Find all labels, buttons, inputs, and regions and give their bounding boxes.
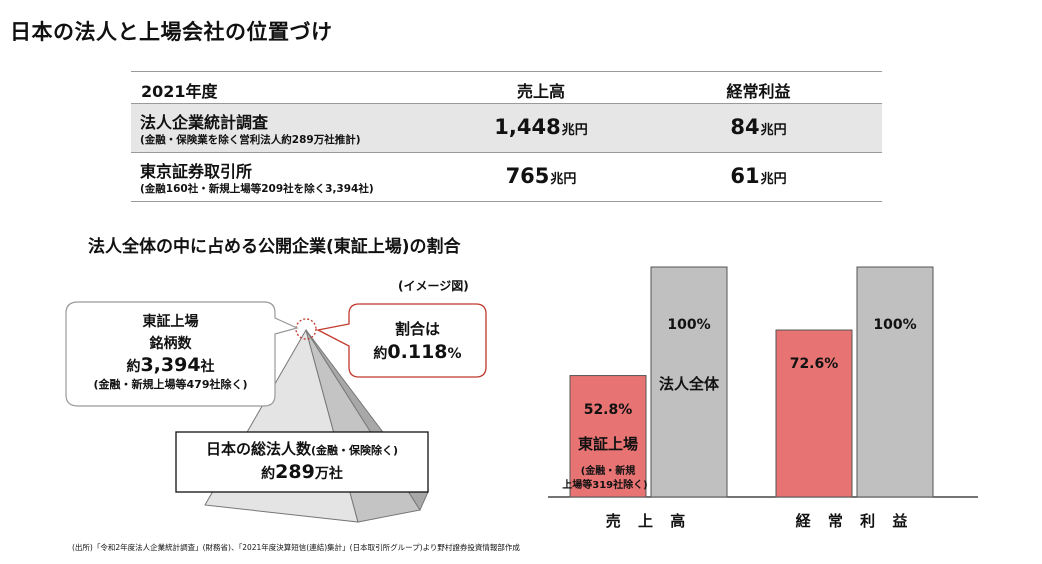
listed-value-label: 52.8%	[583, 401, 633, 418]
total-box-shape	[175, 431, 429, 493]
total-value: 289	[275, 461, 315, 483]
listed-series-note: (金融・新規	[580, 466, 636, 477]
summary-table: 2021年度 売上高 経常利益 法人企業統計調査 (金融・保険業を除く営利法人約…	[131, 71, 882, 202]
listed-bar	[775, 329, 853, 498]
listed-count: 3,394	[140, 354, 201, 376]
listed-series-label: 東証上場	[577, 435, 638, 453]
profit-header: 経常利益	[726, 82, 791, 101]
table-row: 法人企業統計調査 (金融・保険業を除く営利法人約289万社推計) 1,448兆円…	[131, 103, 882, 152]
sales-cell: 765兆円	[461, 164, 621, 188]
profit-unit: 兆円	[760, 172, 787, 187]
total-unit: 万社	[314, 466, 343, 482]
table-header-row: 2021年度 売上高 経常利益	[131, 71, 882, 103]
total-box: 日本の総法人数(金融・保険除く) 約289万社	[176, 438, 428, 483]
listed-value-label: 72.6%	[789, 356, 839, 373]
ratio-bubble-shape	[316, 303, 487, 378]
row-note: (金融160社・新規上場等209社を除く3,394社)	[140, 183, 374, 195]
listed-bar	[569, 375, 647, 498]
sales-value: 765	[505, 164, 550, 188]
ratio-value: 0.118	[387, 341, 448, 363]
listed-bubble: 東証上場 銘柄数 約3,394社 (金融・新規上場等479社除く)	[66, 311, 275, 392]
listed-count-suffix: 社	[200, 359, 215, 375]
row-note: (金融・保険業を除く営利法人約289万社推計)	[140, 134, 361, 146]
x-category-label: 売 上 高	[605, 512, 692, 530]
total-series-label: 法人全体	[658, 375, 719, 393]
sales-cell: 1,448兆円	[461, 115, 621, 139]
ratio-unit: %	[447, 346, 462, 362]
sales-value: 1,448	[494, 115, 561, 139]
section-heading: 法人全体の中に占める公開企業(東証上場)の割合	[88, 237, 461, 257]
row-name: 東京証券取引所	[140, 162, 253, 181]
x-category-label: 経 常 利 益	[795, 512, 914, 530]
image-note: (イメージ図)	[398, 279, 469, 293]
profit-cell: 61兆円	[676, 164, 841, 188]
listed-count-prefix: 約	[126, 359, 141, 375]
total-box-note: (金融・保険除く)	[310, 444, 399, 457]
row-name: 法人企業統計調査	[140, 113, 269, 132]
ratio-bubble-line1: 割合は	[394, 320, 440, 338]
listed-bubble-shape	[65, 301, 299, 407]
profit-unit: 兆円	[760, 123, 787, 138]
sales-header: 売上高	[516, 82, 565, 101]
listed-bubble-line1: 東証上場	[142, 314, 199, 330]
total-prefix: 約	[261, 466, 276, 482]
listed-bubble-line2: 銘柄数	[149, 336, 192, 352]
sales-unit: 兆円	[561, 123, 588, 138]
total-bar	[856, 266, 934, 498]
total-box-line1: 日本の総法人数	[205, 440, 311, 458]
footnote: (出所)「令和2年度法人企業統計調査」(財務省)、「2021年度決算短信(連結)…	[72, 543, 520, 552]
total-bar	[650, 266, 728, 498]
listed-series-note: 上場等319社除く)	[562, 480, 648, 491]
pyramid-apex-highlight	[295, 318, 317, 340]
profit-value: 84	[730, 115, 760, 139]
sales-unit: 兆円	[550, 172, 577, 187]
profit-value: 61	[730, 164, 760, 188]
table-row: 東京証券取引所 (金融160社・新規上場等209社を除く3,394社) 765兆…	[131, 152, 882, 202]
total-value-label: 100%	[667, 317, 711, 333]
pyramid-illustration	[65, 301, 487, 523]
page-title: 日本の法人と上場会社の位置づけ	[10, 20, 333, 44]
listed-bubble-note: (金融・新規上場等479社除く)	[93, 378, 248, 391]
year-header: 2021年度	[141, 82, 218, 101]
ratio-prefix: 約	[373, 346, 388, 362]
share-bar-chart	[548, 266, 978, 498]
profit-cell: 84兆円	[676, 115, 841, 139]
total-value-label: 100%	[873, 317, 917, 333]
ratio-bubble: 割合は 約0.118%	[349, 318, 486, 363]
